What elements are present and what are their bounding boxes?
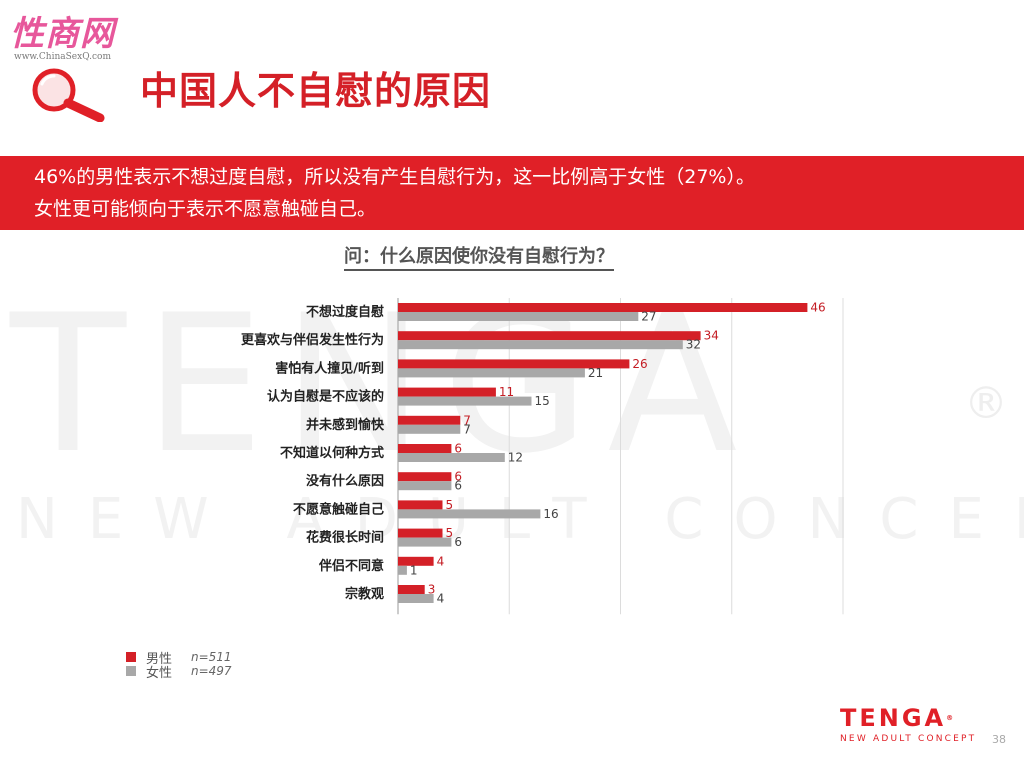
legend-sample-female: n=497 (191, 664, 232, 678)
bar-female (398, 368, 585, 378)
data-label-female: 6 (454, 535, 462, 549)
bar-male (398, 472, 452, 482)
data-label-male: 5 (446, 526, 454, 540)
data-label-male: 46 (810, 301, 825, 315)
bar-female (398, 453, 505, 462)
survey-question: 问：什么原因使你没有自慰行为？ (344, 242, 614, 271)
magnifier-icon (32, 68, 105, 122)
bar-male (398, 303, 808, 312)
bar-male (398, 359, 630, 369)
bar-female (398, 424, 461, 434)
brand-tagline: NEW ADULT CONCEPT (840, 734, 977, 744)
legend-item-male: 男性 n=511 (126, 650, 232, 667)
data-label-female: 12 (508, 451, 523, 465)
category-label: 伴侣不同意 (318, 558, 384, 574)
brand-registered: ® (946, 714, 957, 722)
legend-swatch-male (126, 652, 136, 662)
category-label: 宗教观 (345, 586, 384, 602)
data-label-male: 6 (454, 470, 462, 484)
site-url: www.ChinaSexQ.com (14, 52, 111, 62)
data-label-male: 7 (463, 413, 471, 427)
data-label-female: 7 (463, 422, 471, 436)
data-label-male: 11 (499, 385, 514, 399)
category-label: 并未感到愉快 (306, 417, 385, 433)
watermark-registered: ® (964, 378, 1008, 429)
bar-female (398, 396, 532, 406)
bar-female (398, 594, 434, 603)
site-logo: 性商网 (10, 14, 115, 54)
category-label: 认为自慰是不应该的 (267, 389, 384, 405)
summary-banner: 46%的男性表示不想过度自慰，所以没有产生自慰行为，这一比例高于女性（27%）。… (0, 156, 1024, 230)
category-label: 不愿意触碰自己 (293, 501, 384, 517)
data-label-female: 1 (410, 563, 418, 577)
data-label-male: 3 (428, 583, 436, 597)
bar-male (398, 387, 496, 397)
legend-swatch-female (126, 666, 136, 676)
data-label-male: 26 (632, 357, 647, 371)
legend-label-male: 男性 (146, 651, 173, 667)
data-label-female: 4 (437, 592, 445, 606)
data-label-male: 34 (704, 329, 719, 343)
legend-label-female: 女性 (146, 665, 173, 681)
category-label: 没有什么原因 (306, 473, 384, 489)
bar-male (398, 528, 443, 538)
data-label-female: 27 (641, 310, 656, 324)
bar-male (398, 556, 434, 566)
category-label: 不知道以何种方式 (280, 445, 384, 461)
data-label-female: 21 (588, 366, 603, 380)
bar-female (398, 509, 541, 519)
page-number: 38 (992, 733, 1006, 746)
bar-female (398, 565, 407, 575)
data-label-male: 4 (437, 554, 445, 568)
bar-female (398, 537, 452, 547)
bar-female (398, 312, 639, 321)
watermark-tagline: NEW ADULT CONCEPT (16, 487, 1024, 552)
bar-female (398, 340, 683, 350)
brand-name: TENGA (840, 704, 947, 732)
page-title: 中国人不自慰的原因 (140, 69, 492, 113)
bar-male (398, 585, 425, 594)
data-label-female: 32 (686, 338, 701, 352)
data-label-female: 16 (543, 507, 558, 521)
bar-male (398, 331, 701, 341)
bar-male (398, 500, 443, 510)
chart-legend: 男性 n=511 女性 n=497 (126, 650, 232, 681)
category-label: 不想过度自慰 (306, 304, 384, 320)
bar-male (398, 444, 452, 453)
category-label: 更喜欢与伴侣发生性行为 (241, 332, 384, 348)
data-label-male: 5 (446, 498, 454, 512)
bar-male (398, 415, 461, 425)
category-label: 花费很长时间 (306, 530, 384, 546)
legend-sample-male: n=511 (191, 650, 232, 664)
category-label: 害怕有人撞见/听到 (275, 360, 384, 376)
tenga-logo: TENGA® NEW ADULT CONCEPT (840, 706, 976, 744)
bar-female (398, 481, 452, 491)
summary-line-2: 女性更可能倾向于表示不愿意触碰自己。 (34, 198, 377, 220)
legend-item-female: 女性 n=497 (126, 664, 232, 681)
data-label-female: 15 (535, 394, 550, 408)
summary-line-1: 46%的男性表示不想过度自慰，所以没有产生自慰行为，这一比例高于女性（27%）。 (34, 166, 755, 188)
data-label-female: 6 (454, 479, 462, 493)
data-label-male: 6 (454, 442, 462, 456)
